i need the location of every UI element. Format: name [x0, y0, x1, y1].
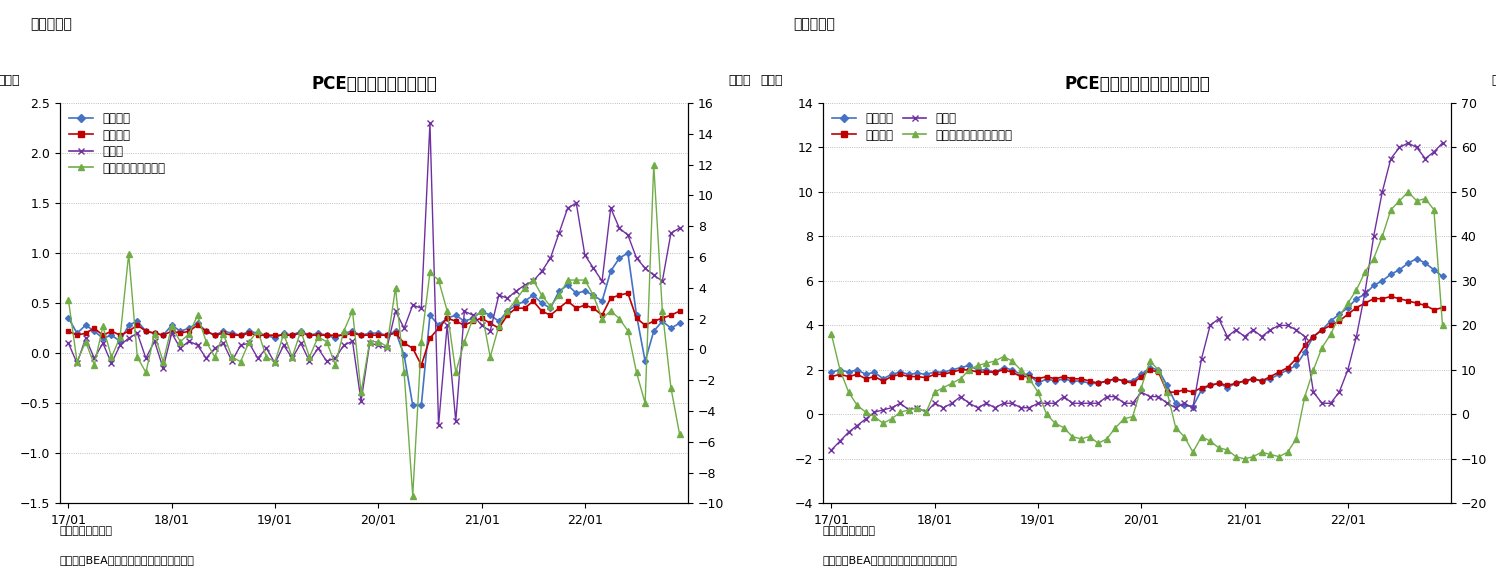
Text: （図表７）: （図表７）	[793, 17, 835, 31]
Legend: 総合指数, コア指数, 食料品, エネルギー関連（右軸）: 総合指数, コア指数, 食料品, エネルギー関連（右軸）	[829, 109, 1016, 145]
Title: PCE価格指数（前月比）: PCE価格指数（前月比）	[311, 75, 437, 93]
Legend: 総合指数, コア指数, 食料品, エネルギー（右軸）: 総合指数, コア指数, 食料品, エネルギー（右軸）	[66, 109, 169, 178]
Text: （資料）BEAよりニッセイ基礎研究所作成: （資料）BEAよりニッセイ基礎研究所作成	[60, 555, 194, 565]
Text: （％）: （％）	[1492, 74, 1496, 87]
Text: （注）季節調整済: （注）季節調整済	[60, 526, 112, 536]
Text: （注）季節調整済: （注）季節調整済	[823, 526, 875, 536]
Text: （図表６）: （図表６）	[30, 17, 72, 31]
Text: （資料）BEAよりニッセイ基礎研究所作成: （資料）BEAよりニッセイ基礎研究所作成	[823, 555, 957, 565]
Text: （％）: （％）	[729, 74, 751, 87]
Title: PCE価格指数（前年同月比）: PCE価格指数（前年同月比）	[1064, 75, 1210, 93]
Text: （％）: （％）	[0, 74, 19, 87]
Text: （％）: （％）	[760, 74, 782, 87]
